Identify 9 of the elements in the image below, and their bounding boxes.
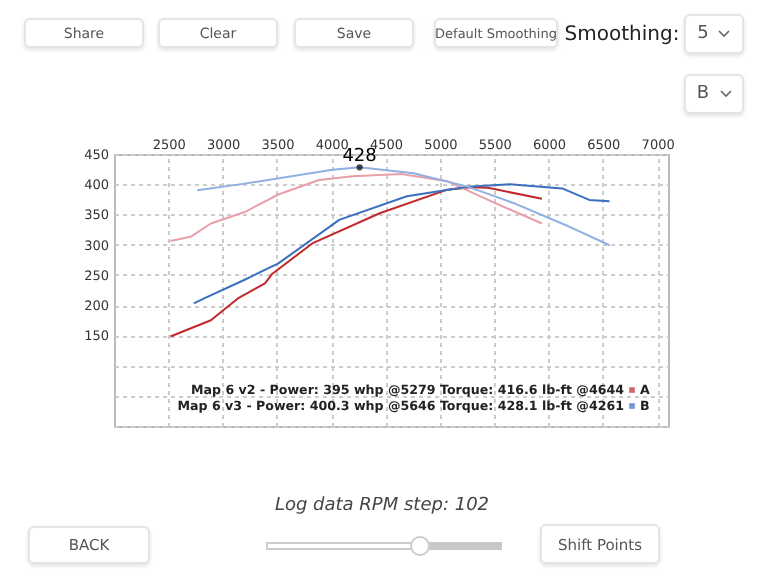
- line-series: [169, 172, 543, 243]
- text: B: [696, 84, 710, 104]
- text: Smoothing:: [564, 23, 680, 45]
- text: 5: [697, 24, 709, 44]
- line-series: [192, 183, 611, 305]
- line-series: [196, 164, 611, 247]
- text: Log data RPM step: 102: [274, 496, 490, 516]
- line-series: [169, 186, 543, 338]
- annotation: 428: [342, 147, 378, 168]
